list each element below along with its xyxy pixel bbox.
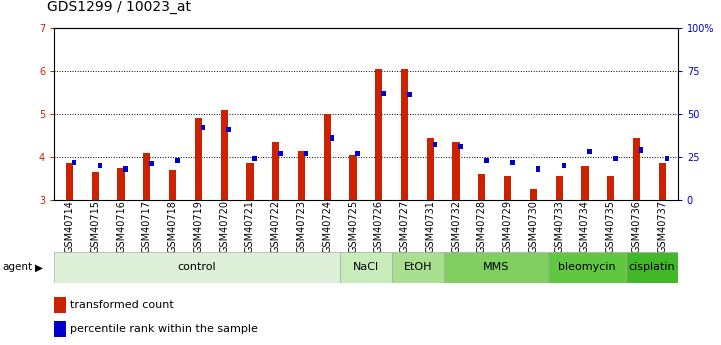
- Bar: [433, 142, 438, 147]
- Bar: [252, 156, 257, 161]
- Bar: [530, 189, 537, 200]
- Text: GSM40714: GSM40714: [65, 200, 74, 253]
- Bar: [607, 176, 614, 200]
- Text: control: control: [177, 263, 216, 272]
- Bar: [149, 161, 154, 167]
- Bar: [324, 114, 331, 200]
- Bar: [66, 164, 73, 200]
- Bar: [659, 164, 666, 200]
- Bar: [548, 252, 626, 283]
- Text: EtOH: EtOH: [404, 263, 432, 272]
- Bar: [195, 118, 202, 200]
- Bar: [401, 69, 408, 200]
- Text: GSM40730: GSM40730: [528, 200, 539, 253]
- Text: GSM40720: GSM40720: [219, 200, 229, 253]
- Bar: [92, 172, 99, 200]
- Text: GSM40719: GSM40719: [193, 200, 203, 253]
- Bar: [504, 176, 511, 200]
- Bar: [375, 69, 382, 200]
- Bar: [392, 252, 444, 283]
- Bar: [626, 252, 678, 283]
- Text: transformed count: transformed count: [70, 300, 174, 310]
- Bar: [72, 159, 76, 165]
- Bar: [226, 127, 231, 132]
- Bar: [118, 168, 125, 200]
- Bar: [633, 138, 640, 200]
- Bar: [54, 321, 66, 337]
- Bar: [278, 151, 283, 156]
- Bar: [536, 167, 540, 172]
- Bar: [556, 176, 563, 200]
- Bar: [123, 167, 128, 172]
- Bar: [427, 138, 434, 200]
- Bar: [562, 163, 566, 168]
- Bar: [453, 142, 460, 200]
- Bar: [665, 156, 669, 161]
- Bar: [355, 151, 360, 156]
- Text: GSM40733: GSM40733: [554, 200, 565, 253]
- Bar: [485, 158, 489, 163]
- Bar: [54, 296, 66, 313]
- Text: cisplatin: cisplatin: [629, 263, 675, 272]
- Bar: [381, 90, 386, 96]
- Text: GSM40722: GSM40722: [270, 200, 280, 253]
- Text: GSM40715: GSM40715: [90, 200, 100, 253]
- Bar: [200, 125, 205, 130]
- Text: GSM40721: GSM40721: [245, 200, 255, 253]
- Text: agent: agent: [2, 263, 32, 272]
- Text: GSM40726: GSM40726: [373, 200, 384, 253]
- Text: GSM40735: GSM40735: [606, 200, 616, 253]
- Text: ▶: ▶: [35, 263, 43, 272]
- Bar: [329, 135, 335, 141]
- Text: GSM40718: GSM40718: [167, 200, 177, 253]
- Text: GSM40736: GSM40736: [632, 200, 642, 253]
- Bar: [175, 158, 180, 163]
- Bar: [340, 252, 392, 283]
- Text: GSM40734: GSM40734: [580, 200, 590, 253]
- Bar: [478, 174, 485, 200]
- Text: GDS1299 / 10023_at: GDS1299 / 10023_at: [47, 0, 191, 14]
- Bar: [350, 155, 357, 200]
- Text: GSM40728: GSM40728: [477, 200, 487, 253]
- Bar: [588, 149, 592, 154]
- Text: GSM40731: GSM40731: [425, 200, 435, 253]
- Text: GSM40717: GSM40717: [142, 200, 152, 253]
- Bar: [613, 156, 618, 161]
- Text: MMS: MMS: [482, 263, 509, 272]
- Bar: [407, 92, 412, 97]
- Text: NaCl: NaCl: [353, 263, 379, 272]
- Bar: [459, 144, 463, 149]
- Bar: [639, 147, 643, 152]
- Text: bleomycin: bleomycin: [558, 263, 616, 272]
- Bar: [581, 166, 588, 200]
- Bar: [298, 150, 305, 200]
- Bar: [510, 159, 515, 165]
- Bar: [444, 252, 548, 283]
- Text: GSM40723: GSM40723: [296, 200, 306, 253]
- Text: percentile rank within the sample: percentile rank within the sample: [70, 324, 258, 334]
- Bar: [272, 142, 279, 200]
- Bar: [247, 164, 254, 200]
- Text: GSM40729: GSM40729: [503, 200, 513, 253]
- Bar: [54, 252, 340, 283]
- Text: GSM40737: GSM40737: [658, 200, 667, 253]
- Bar: [221, 110, 228, 200]
- Bar: [304, 151, 309, 156]
- Text: GSM40732: GSM40732: [451, 200, 461, 253]
- Bar: [97, 163, 102, 168]
- Text: GSM40725: GSM40725: [348, 200, 358, 253]
- Text: GSM40724: GSM40724: [322, 200, 332, 253]
- Bar: [143, 152, 151, 200]
- Text: GSM40727: GSM40727: [399, 200, 410, 253]
- Text: GSM40716: GSM40716: [116, 200, 126, 253]
- Bar: [169, 170, 176, 200]
